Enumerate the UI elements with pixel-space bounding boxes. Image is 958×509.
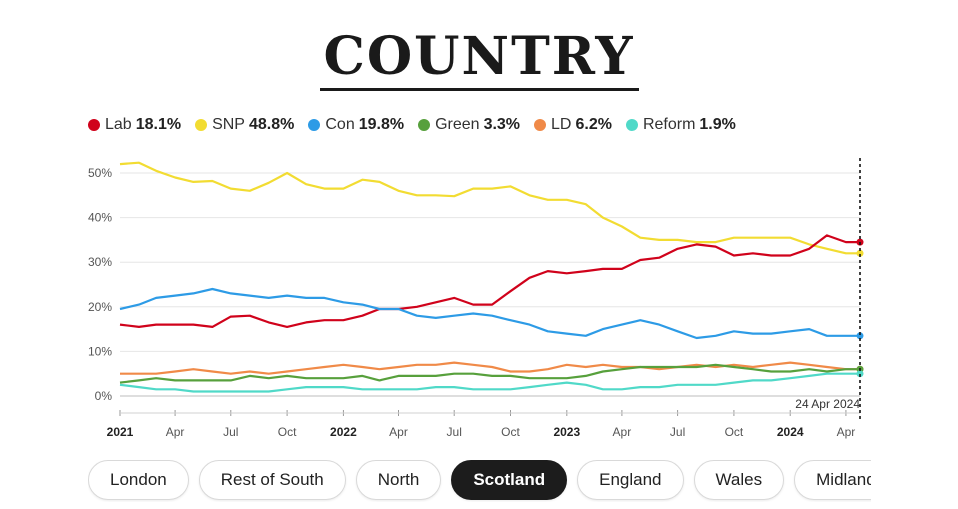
legend-value: 1.9% [699,116,736,133]
legend-item-ld: LD 6.2% [534,116,612,134]
legend-dot-snp [195,119,208,131]
series-line-con [119,287,860,340]
y-tick-label: 20% [88,300,112,314]
legend-dot-reform [625,119,638,131]
legend-value: 18.1% [135,116,182,133]
legend-value: 48.8% [248,116,295,133]
legend-name: Green [435,116,480,133]
x-tick-label: Apr [166,425,185,439]
page-title: COUNTRY [0,26,958,91]
legend-name: Lab [105,116,132,133]
date-marker-label: 24 Apr 2024 [795,397,860,411]
legend-item-lab: Lab 18.1% [88,116,181,134]
y-tick-label: 50% [88,166,112,180]
chip-wales[interactable]: Wales [693,460,785,500]
y-tick-label: 0% [95,389,113,403]
series-end-dot-reform [856,370,864,378]
x-tick-label: Apr [613,425,632,439]
x-tick-label: Oct [501,425,520,439]
poll-line-chart: 0% 10% 20% 30% 40% 50% 2021 Apr Jul Oct 2022 Apr Jul… [88,158,864,439]
legend-value: 19.8% [358,116,405,133]
x-tick-label: Oct [725,425,744,439]
legend-value: 3.3% [483,116,521,133]
legend-value: 6.2% [575,116,612,133]
chip-england[interactable]: England [577,460,684,500]
series-end-dot-snp [856,249,864,257]
legend-name: LD [551,116,572,133]
x-tick-label: 2024 [777,425,804,439]
legend-name: SNP [212,116,245,133]
x-tick-label: Apr [837,425,856,439]
legend-dot-con [308,119,321,131]
x-tick-label: 2023 [553,425,580,439]
chip-midlands[interactable]: Midlands [794,460,871,500]
x-tick-label: Apr [389,425,408,439]
x-tick-label: 2022 [330,425,357,439]
legend-name: Con [325,116,355,133]
chip-scotland[interactable]: Scotland [451,460,568,500]
y-tick-label: 10% [88,344,112,358]
y-tick-label: 40% [88,211,112,225]
legend-dot-lab [88,119,100,131]
legend-dot-green [418,119,431,131]
series-line-snp [119,161,860,255]
chip-rest-of-south[interactable]: Rest of South [198,460,346,500]
x-tick-label: Jul [670,425,685,439]
series-end-dot-con [856,332,864,340]
x-tick-label: Oct [278,425,297,439]
series-line-ld [120,361,860,375]
x-tick-label: 2021 [107,425,134,439]
legend-dot-ld [534,119,547,131]
series-line-green [119,363,860,384]
series-line-reform [119,372,860,393]
legend-item-con: Con 19.8% [308,116,404,134]
region-selector: London Rest of South North Scotland Engl… [88,460,871,502]
chip-london[interactable]: London [88,460,189,500]
legend-item-snp: SNP 48.8% [195,116,294,134]
legend-item-reform: Reform 1.9% [625,116,736,134]
series-line-lab [119,234,860,328]
y-tick-label: 30% [88,255,112,269]
legend-item-green: Green 3.3% [418,116,520,134]
legend-name: Reform [642,116,696,133]
chart-legend: Lab 18.1% SNP 48.8% Con 19.8% Green 3.3%… [88,116,736,134]
x-tick-label: Jul [223,425,238,439]
chip-north[interactable]: North [355,460,442,500]
x-tick-label: Jul [447,425,462,439]
